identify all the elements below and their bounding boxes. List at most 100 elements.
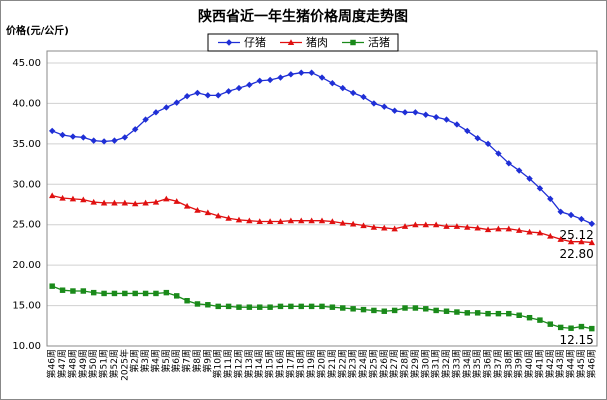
x-tick-label: 第46周 bbox=[585, 349, 597, 378]
legend-label: 猪肉 bbox=[306, 36, 328, 49]
x-tick-label: 第13周 bbox=[243, 349, 255, 378]
data-point bbox=[547, 232, 554, 239]
data-point bbox=[298, 217, 305, 224]
data-point bbox=[142, 290, 149, 297]
data-point bbox=[194, 89, 201, 97]
x-tick-label: 第19周 bbox=[305, 349, 317, 378]
y-tick-label: 15.00 bbox=[12, 301, 41, 312]
data-point bbox=[381, 103, 388, 110]
data-point bbox=[142, 199, 149, 206]
data-point bbox=[100, 138, 108, 145]
data-point bbox=[568, 325, 574, 331]
data-point bbox=[578, 215, 585, 223]
data-point bbox=[339, 84, 346, 92]
data-point bbox=[329, 304, 336, 310]
data-point bbox=[163, 104, 170, 111]
data-point bbox=[443, 223, 450, 229]
x-tick-label: 第33周 bbox=[450, 349, 462, 378]
data-label: 22.80 bbox=[559, 247, 593, 261]
data-point bbox=[349, 220, 357, 227]
data-point bbox=[443, 308, 450, 314]
legend-box bbox=[207, 33, 399, 52]
data-point bbox=[225, 88, 232, 95]
data-point bbox=[266, 76, 274, 84]
data-point bbox=[153, 290, 159, 297]
data-point bbox=[111, 199, 118, 206]
data-point bbox=[329, 218, 336, 225]
data-point bbox=[443, 116, 450, 123]
data-point bbox=[59, 131, 66, 139]
data-point bbox=[536, 229, 544, 236]
data-point bbox=[163, 289, 170, 296]
x-tick-label: 第48周 bbox=[66, 349, 78, 378]
data-point bbox=[308, 217, 315, 224]
x-tick-label: 第26周 bbox=[378, 349, 390, 378]
data-point bbox=[215, 92, 222, 99]
x-tick-label: 第27周 bbox=[388, 349, 400, 378]
y-tick-label: 20.00 bbox=[12, 260, 41, 271]
x-tick-label: 第23周 bbox=[347, 349, 359, 378]
data-point bbox=[567, 238, 575, 245]
legend-marker bbox=[350, 39, 356, 46]
data-point bbox=[495, 310, 502, 317]
x-tick-label: 第14周 bbox=[253, 349, 265, 378]
data-point bbox=[236, 304, 242, 310]
data-point bbox=[567, 211, 575, 219]
x-tick-label: 第20周 bbox=[316, 349, 328, 378]
data-point bbox=[194, 206, 201, 213]
data-point bbox=[433, 307, 439, 314]
data-point bbox=[205, 302, 211, 308]
x-tick-label: 第34周 bbox=[461, 349, 473, 378]
data-point bbox=[412, 109, 419, 116]
data-point bbox=[318, 74, 326, 81]
x-tick-label: 第6周 bbox=[170, 349, 182, 373]
data-point bbox=[142, 116, 149, 123]
data-point bbox=[329, 80, 336, 87]
data-point bbox=[464, 310, 471, 316]
data-point bbox=[515, 227, 523, 233]
data-point bbox=[391, 307, 398, 314]
x-tick-label: 第9周 bbox=[201, 349, 213, 373]
x-tick-label: 第11周 bbox=[222, 349, 234, 378]
data-point bbox=[173, 198, 180, 204]
data-point bbox=[339, 219, 346, 226]
data-point bbox=[319, 303, 325, 310]
data-point bbox=[515, 167, 523, 174]
data-point bbox=[360, 306, 367, 313]
x-tick-label: 第51周 bbox=[98, 349, 110, 378]
data-point bbox=[464, 223, 471, 230]
data-point bbox=[215, 303, 221, 310]
data-label: 25.12 bbox=[559, 228, 593, 242]
data-point bbox=[422, 111, 429, 118]
data-point bbox=[184, 298, 190, 304]
data-point bbox=[484, 140, 492, 148]
data-point bbox=[422, 221, 429, 228]
data-point bbox=[257, 304, 263, 310]
data-point bbox=[288, 303, 294, 310]
data-point bbox=[526, 228, 533, 235]
data-point bbox=[48, 127, 56, 135]
data-point bbox=[495, 225, 502, 232]
data-point bbox=[318, 217, 326, 224]
data-point bbox=[59, 287, 66, 293]
data-point bbox=[121, 199, 129, 206]
data-point bbox=[412, 221, 419, 228]
data-point bbox=[340, 305, 346, 311]
data-point bbox=[69, 195, 77, 202]
data-point bbox=[111, 137, 118, 144]
x-tick-label: 第8周 bbox=[191, 349, 203, 373]
data-point bbox=[246, 81, 253, 89]
data-point bbox=[80, 196, 87, 203]
x-tick-label: 第35周 bbox=[471, 349, 483, 378]
data-point bbox=[432, 221, 440, 228]
data-point bbox=[495, 150, 502, 157]
x-tick-label: 第30周 bbox=[419, 349, 431, 378]
data-point bbox=[360, 222, 367, 229]
data-point bbox=[277, 218, 284, 225]
x-tick-label: 第32周 bbox=[440, 349, 452, 378]
x-tick-label: 第45周 bbox=[575, 349, 587, 378]
data-point bbox=[453, 121, 461, 128]
legend-label: 仔猪 bbox=[244, 36, 266, 49]
x-tick-label: 第16周 bbox=[274, 349, 286, 378]
